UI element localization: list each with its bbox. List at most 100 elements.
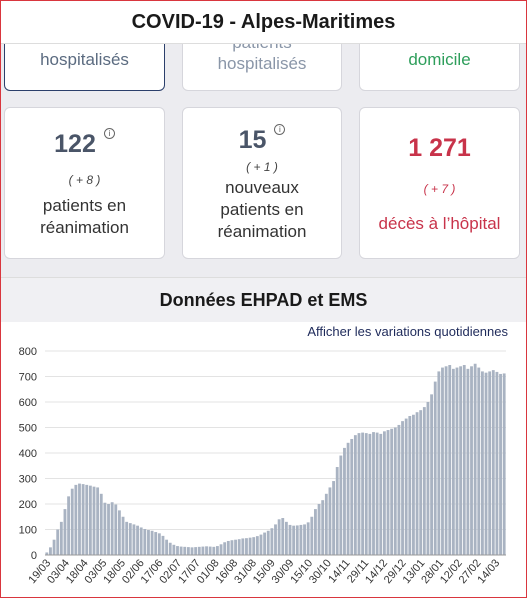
bar — [99, 493, 103, 555]
bar — [117, 510, 121, 555]
bar — [386, 430, 390, 555]
y-tick-label: 800 — [19, 346, 37, 358]
stat-value: 122 — [54, 130, 96, 158]
bar — [49, 547, 52, 555]
stat-label-line: réanimation — [217, 222, 307, 241]
bar — [470, 366, 473, 555]
bar — [441, 367, 444, 555]
bar — [230, 540, 234, 555]
stat-delta: ( + 7 ) — [423, 182, 456, 196]
stat-delta: ( + 8 ) — [68, 173, 101, 187]
bar — [444, 366, 448, 555]
bar — [412, 414, 415, 555]
page-title: COVID-19 - Alpes-Maritimes — [1, 1, 526, 44]
stat-value-wrap: 122 i — [5, 128, 164, 159]
bar — [426, 402, 430, 555]
bar — [85, 484, 89, 555]
bar — [310, 516, 314, 555]
chart-panel: Afficher les variations quotidiennes 0 10… — [1, 322, 526, 597]
bar — [114, 504, 118, 555]
y-tick-label: 200 — [19, 499, 37, 511]
bar — [357, 433, 361, 555]
bar — [70, 488, 74, 555]
stat-value-wrap: 15 i — [183, 124, 341, 155]
bar — [165, 539, 169, 555]
bar — [343, 447, 346, 555]
bar — [281, 518, 285, 555]
stat-label-line: nouveaux — [225, 178, 299, 197]
bar — [353, 435, 357, 555]
bar — [346, 442, 350, 555]
bar — [375, 432, 379, 555]
bar — [56, 529, 60, 555]
card-nouveaux-reanimation[interactable]: 15 i ( + 1 ) nouveaux patients en réanima… — [182, 107, 342, 259]
info-icon[interactable]: i — [274, 124, 286, 135]
bar — [295, 525, 299, 555]
info-icon[interactable]: i — [103, 128, 115, 139]
bar — [107, 504, 110, 555]
bar — [45, 552, 49, 555]
bar — [404, 418, 408, 555]
bar — [422, 407, 426, 555]
bar — [393, 427, 397, 555]
bar — [63, 509, 67, 555]
bar — [270, 528, 274, 555]
bar — [78, 483, 81, 555]
bar — [263, 532, 267, 555]
stat-label-line: patients en — [220, 200, 304, 219]
bar — [321, 500, 325, 555]
y-tick-label: 600 — [19, 397, 37, 409]
bar — [176, 546, 179, 555]
daily-variation-toggle[interactable]: Afficher les variations quotidiennes — [307, 324, 508, 339]
bar — [499, 373, 502, 555]
bar — [183, 546, 187, 555]
bar — [190, 547, 194, 555]
bar — [88, 485, 92, 555]
bar — [59, 521, 63, 555]
bar — [451, 368, 455, 555]
bar — [462, 365, 466, 555]
stat-label-line: réanimation — [40, 218, 129, 237]
bar — [372, 432, 375, 555]
bar — [241, 538, 245, 555]
bar — [245, 538, 248, 555]
bar — [339, 455, 343, 555]
y-tick-label: 700 — [19, 372, 37, 384]
bar — [419, 410, 423, 555]
card-label: domicile — [408, 50, 471, 69]
y-tick-label: 300 — [19, 474, 37, 486]
bar — [103, 502, 107, 555]
bar — [477, 367, 481, 555]
bar — [143, 528, 147, 555]
stat-label-line: patients en — [42, 196, 127, 215]
bar — [408, 416, 412, 555]
bar — [459, 366, 463, 555]
bar — [415, 412, 419, 555]
bar — [299, 524, 303, 555]
bar — [484, 372, 488, 555]
bar — [502, 373, 506, 555]
stat-label-line: décès à l’hôpital — [378, 214, 501, 233]
bar — [266, 530, 270, 555]
bar — [157, 533, 161, 555]
bar — [121, 516, 125, 555]
bar — [74, 484, 78, 555]
bar — [197, 546, 201, 555]
bar — [259, 534, 263, 555]
bar — [237, 539, 241, 555]
bar — [335, 467, 339, 555]
card-patients-reanimation[interactable]: 122 i ( + 8 ) patients en réanimation — [4, 107, 165, 259]
bar — [277, 519, 281, 555]
bar — [317, 504, 321, 555]
bar — [226, 540, 230, 555]
bar — [473, 363, 477, 555]
bar — [292, 525, 296, 555]
bar — [110, 502, 114, 555]
bar — [92, 486, 96, 555]
bar — [161, 535, 165, 555]
bar — [288, 524, 292, 555]
card-deces-hopital[interactable]: 1 271 ( + 7 ) décès à l’hôpital — [359, 107, 520, 259]
bar — [147, 530, 150, 555]
card-label: hospitalisés — [40, 50, 129, 69]
